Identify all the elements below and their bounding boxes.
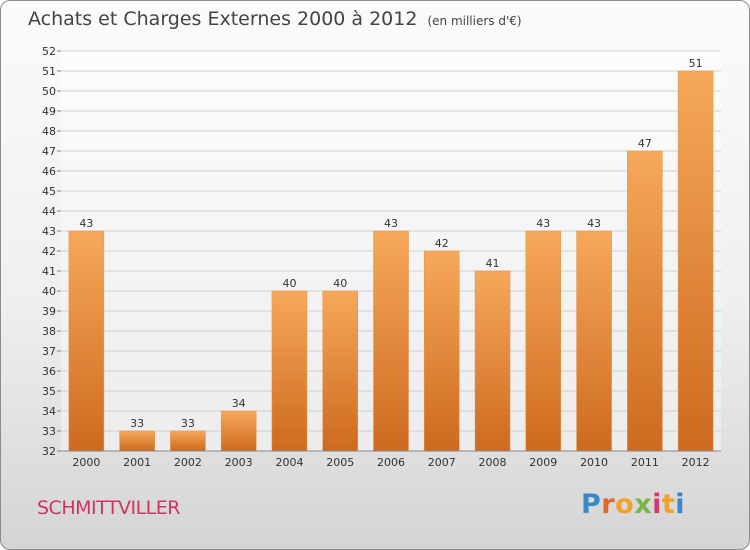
bar-2003 (220, 410, 257, 452)
bar-value-label: 47 (638, 137, 652, 150)
bar-2008 (474, 270, 511, 452)
x-tick-label: 2002 (174, 456, 202, 469)
x-tick-label: 2005 (326, 456, 354, 469)
x-tick-label: 2000 (72, 456, 100, 469)
bar-2009 (525, 230, 562, 452)
y-tick-label: 41 (42, 265, 56, 278)
x-tick-label: 2006 (377, 456, 405, 469)
y-tick-label: 47 (42, 145, 56, 158)
bar-2001 (119, 430, 155, 452)
bar-value-labels: 43 33 33 34 40 40 43 42 41 43 43 47 51 (79, 57, 702, 430)
bar-value-label: 42 (435, 237, 449, 250)
logo-letter: t (661, 489, 676, 520)
x-tick-label: 2003 (225, 456, 253, 469)
x-tick-label: 2012 (682, 456, 710, 469)
y-tick-label: 46 (42, 165, 56, 178)
bar-2002 (170, 430, 206, 452)
logo-letter: o (615, 489, 635, 520)
commune-name: SCHMITTVILLER (37, 497, 180, 519)
y-tick-label: 38 (42, 325, 56, 338)
x-tick-label: 2007 (428, 456, 456, 469)
y-tick-label: 42 (42, 245, 56, 258)
x-tick-label: 2001 (123, 456, 151, 469)
logo-letter: P (581, 489, 602, 520)
bar-value-label: 40 (282, 277, 296, 290)
y-tick-label: 43 (42, 225, 56, 238)
logo-letter: i (652, 489, 662, 520)
y-tick-label: 37 (42, 345, 56, 358)
y-tick-label: 40 (42, 285, 56, 298)
y-tick-label: 36 (42, 365, 56, 378)
y-tick-label: 32 (42, 445, 56, 458)
bar-value-label: 33 (181, 417, 195, 430)
bars (68, 70, 714, 452)
bar-value-label: 34 (232, 397, 246, 410)
bar-value-label: 43 (384, 217, 398, 230)
bar-2005 (322, 290, 358, 452)
y-axis-ticks: 32 33 34 35 36 37 38 39 40 41 42 43 44 45 46 47 48 49 50 51… (42, 45, 61, 458)
y-tick-label: 34 (42, 405, 56, 418)
y-tick-label: 51 (42, 65, 56, 78)
y-tick-label: 52 (42, 45, 56, 58)
bar-value-label: 33 (130, 417, 144, 430)
x-tick-label: 2009 (529, 456, 557, 469)
y-tick-label: 33 (42, 425, 56, 438)
logo-letter: x (634, 489, 653, 520)
y-tick-label: 45 (42, 185, 56, 198)
bar-value-label: 40 (333, 277, 347, 290)
bar-2010 (576, 230, 612, 452)
y-tick-label: 49 (42, 105, 56, 118)
x-tick-label: 2011 (631, 456, 659, 469)
x-tick-label: 2010 (580, 456, 608, 469)
bar-2011 (627, 150, 663, 452)
y-tick-label: 35 (42, 385, 56, 398)
bar-2007 (424, 250, 460, 452)
x-tick-label: 2004 (275, 456, 303, 469)
bar-2006 (373, 230, 409, 452)
bar-value-label: 51 (689, 57, 703, 70)
bar-2000 (68, 230, 105, 452)
bar-2012 (677, 70, 714, 452)
chart-unit: (en milliers d'€) (427, 14, 522, 28)
bar-value-label: 43 (536, 217, 550, 230)
chart-title-text: Achats et Charges Externes 2000 à 2012 (28, 8, 418, 30)
y-tick-label: 48 (42, 125, 56, 138)
logo-letter: i (675, 489, 686, 520)
y-tick-label: 44 (42, 205, 56, 218)
logo-letter: r (601, 489, 616, 520)
proxiti-logo[interactable]: Proxiti (581, 489, 685, 520)
bar-2004 (271, 290, 308, 452)
chart-title: Achats et Charges Externes 2000 à 2012 (e… (28, 8, 522, 30)
bar-value-label: 41 (486, 257, 500, 270)
x-axis-ticks: 2000 2001 2002 2003 2004 2005 2006 2007 2008 2009… (72, 456, 709, 469)
x-tick-label: 2008 (479, 456, 507, 469)
bar-value-label: 43 (587, 217, 601, 230)
y-tick-label: 50 (42, 85, 56, 98)
bar-value-label: 43 (79, 217, 93, 230)
y-tick-label: 39 (42, 305, 56, 318)
